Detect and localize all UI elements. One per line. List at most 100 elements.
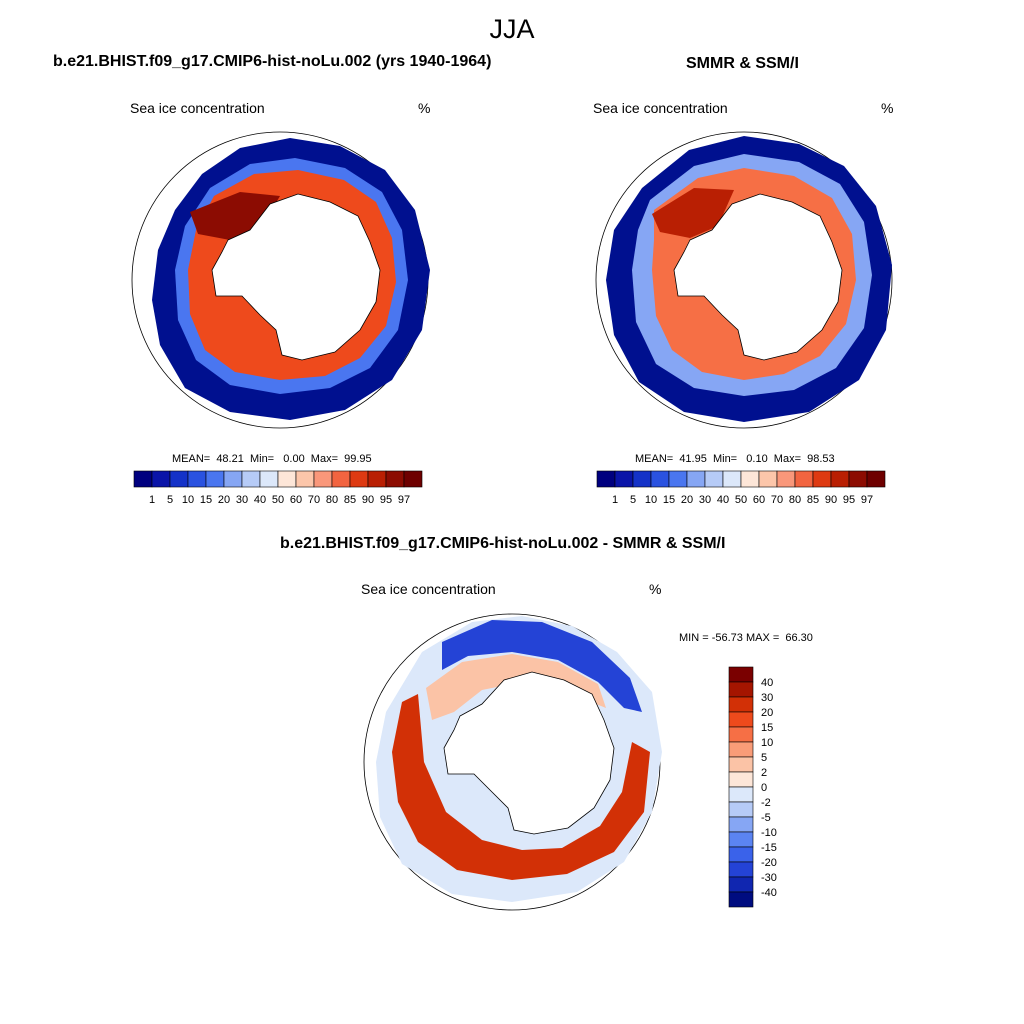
colorbar-diff-label: 30 bbox=[761, 692, 773, 704]
panel-1-stats: MEAN= 48.21 Min= 0.00 Max= 99.95 bbox=[172, 453, 372, 465]
colorbar-conc-1-swatch bbox=[277, 470, 297, 488]
colorbar-conc-2-swatch bbox=[848, 470, 868, 488]
colorbar-conc-2-swatch bbox=[794, 470, 814, 488]
colorbar-conc-1-label: 50 bbox=[272, 494, 284, 506]
colorbar-conc-1-swatch bbox=[187, 470, 207, 488]
colorbar-conc-2-swatch bbox=[614, 470, 634, 488]
colorbar-conc-1-swatch bbox=[169, 470, 189, 488]
colorbar-conc-1-swatch bbox=[241, 470, 261, 488]
colorbar-diff-swatch bbox=[728, 831, 754, 848]
colorbar-conc-2-label: 1 bbox=[612, 494, 618, 506]
panel-1-units: % bbox=[418, 100, 431, 116]
panel-1-map bbox=[131, 131, 430, 429]
panel-3-stats: MIN = -56.73 MAX = 66.30 bbox=[679, 632, 813, 644]
colorbar-conc-1-swatch bbox=[223, 470, 243, 488]
colorbar-diff-swatch bbox=[728, 816, 754, 833]
panel-3-variable: Sea ice concentration bbox=[361, 581, 496, 597]
colorbar-conc-1-label: 20 bbox=[218, 494, 230, 506]
colorbar-conc-2-swatch bbox=[632, 470, 652, 488]
panel-2-map bbox=[595, 131, 893, 429]
colorbar-conc-2-label: 60 bbox=[753, 494, 765, 506]
colorbar-conc-1-swatch bbox=[151, 470, 171, 488]
colorbar-conc-2-label: 15 bbox=[663, 494, 675, 506]
colorbar-conc-2: 1 5 10 15 20 30 40 50 60 70 80 85 90 95 97 bbox=[596, 470, 886, 506]
colorbar-conc-2-swatch bbox=[866, 470, 886, 488]
colorbar-conc-2-label: 95 bbox=[843, 494, 855, 506]
main-title: JJA bbox=[489, 14, 535, 44]
colorbar-conc-2-label: 40 bbox=[717, 494, 729, 506]
colorbar-conc-1: 1 5 10 15 20 30 40 50 60 70 80 85 90 95 97 bbox=[133, 470, 423, 506]
panel-2-variable: Sea ice concentration bbox=[593, 100, 728, 116]
panel-3-diff-blue bbox=[442, 620, 642, 712]
colorbar-conc-2-swatch bbox=[722, 470, 742, 488]
colorbar-diff-label: 15 bbox=[761, 722, 773, 734]
colorbar-conc-1-label: 30 bbox=[236, 494, 248, 506]
colorbar-conc-1-label: 90 bbox=[362, 494, 374, 506]
panel-3-antarctica bbox=[443, 671, 615, 835]
colorbar-diff-label: 40 bbox=[761, 677, 773, 689]
colorbar-conc-2-label: 20 bbox=[681, 494, 693, 506]
panel-3-title: b.e21.BHIST.f09_g17.CMIP6-hist-noLu.002 … bbox=[280, 535, 726, 552]
colorbar-diff-swatch bbox=[728, 801, 754, 818]
panel-2-stats: MEAN= 41.95 Min= 0.10 Max= 98.53 bbox=[635, 453, 835, 465]
colorbar-conc-2-label: 80 bbox=[789, 494, 801, 506]
colorbar-conc-2-label: 85 bbox=[807, 494, 819, 506]
colorbar-diff-swatch bbox=[728, 681, 754, 698]
colorbar-conc-2-swatch bbox=[650, 470, 670, 488]
colorbar-conc-2-swatch bbox=[596, 470, 616, 488]
colorbar-diff-label: 10 bbox=[761, 737, 773, 749]
colorbar-conc-1-label: 5 bbox=[167, 494, 173, 506]
colorbar-diff-label: -2 bbox=[761, 797, 771, 809]
panel-3-diff-light bbox=[426, 654, 606, 720]
panel-2-ice-core bbox=[652, 188, 734, 238]
colorbar-diff-swatch bbox=[728, 696, 754, 713]
colorbar-conc-1-swatch bbox=[349, 470, 369, 488]
colorbar-conc-2-label: 97 bbox=[861, 494, 873, 506]
colorbar-diff-swatch bbox=[728, 741, 754, 758]
colorbar-diff-label: 5 bbox=[761, 752, 767, 764]
colorbar-diff-label: -15 bbox=[761, 842, 777, 854]
colorbar-conc-1-label: 15 bbox=[200, 494, 212, 506]
colorbar-diff-label: -30 bbox=[761, 872, 777, 884]
colorbar-conc-1-swatch bbox=[331, 470, 351, 488]
colorbar-conc-2-swatch bbox=[812, 470, 832, 488]
colorbar-conc-2-swatch bbox=[686, 470, 706, 488]
panel-3-diff-red bbox=[392, 694, 650, 880]
colorbar-conc-2-label: 30 bbox=[699, 494, 711, 506]
colorbar-diff-label: -40 bbox=[761, 887, 777, 899]
colorbar-conc-2-swatch bbox=[830, 470, 850, 488]
colorbar-conc-1-label: 85 bbox=[344, 494, 356, 506]
panel-2-units: % bbox=[881, 100, 894, 116]
colorbar-conc-1-label: 1 bbox=[149, 494, 155, 506]
colorbar-diff-label: 0 bbox=[761, 782, 767, 794]
colorbar-conc-2-swatch bbox=[740, 470, 760, 488]
colorbar-diff-swatch bbox=[728, 771, 754, 788]
colorbar-conc-2-swatch bbox=[758, 470, 778, 488]
colorbar-diff-swatch bbox=[728, 711, 754, 728]
colorbar-diff-swatch bbox=[728, 726, 754, 743]
colorbar-conc-1-swatch bbox=[367, 470, 387, 488]
colorbar-conc-1-label: 70 bbox=[308, 494, 320, 506]
colorbar-conc-2-label: 90 bbox=[825, 494, 837, 506]
colorbar-diff-swatch bbox=[728, 756, 754, 773]
colorbar-conc-1-swatch bbox=[205, 470, 225, 488]
colorbar-conc-1-label: 80 bbox=[326, 494, 338, 506]
colorbar-conc-2-swatch bbox=[704, 470, 724, 488]
panel-3-units: % bbox=[649, 581, 662, 597]
colorbar-conc-2-label: 5 bbox=[630, 494, 636, 506]
panel-1-variable: Sea ice concentration bbox=[130, 100, 265, 116]
panel-3-map bbox=[363, 613, 662, 911]
colorbar-conc-2-label: 50 bbox=[735, 494, 747, 506]
colorbar-conc-2-swatch bbox=[668, 470, 688, 488]
panel-2-antarctica bbox=[673, 193, 843, 361]
colorbar-diff-swatch bbox=[728, 846, 754, 863]
colorbar-conc-1-swatch bbox=[403, 470, 423, 488]
colorbar-conc-1-label: 10 bbox=[182, 494, 194, 506]
colorbar-conc-1-label: 95 bbox=[380, 494, 392, 506]
colorbar-conc-1-swatch bbox=[133, 470, 153, 488]
colorbar-diff-label: -20 bbox=[761, 857, 777, 869]
colorbar-conc-1-label: 97 bbox=[398, 494, 410, 506]
colorbar-conc-1-swatch bbox=[295, 470, 315, 488]
panel-1-antarctica bbox=[211, 193, 381, 361]
